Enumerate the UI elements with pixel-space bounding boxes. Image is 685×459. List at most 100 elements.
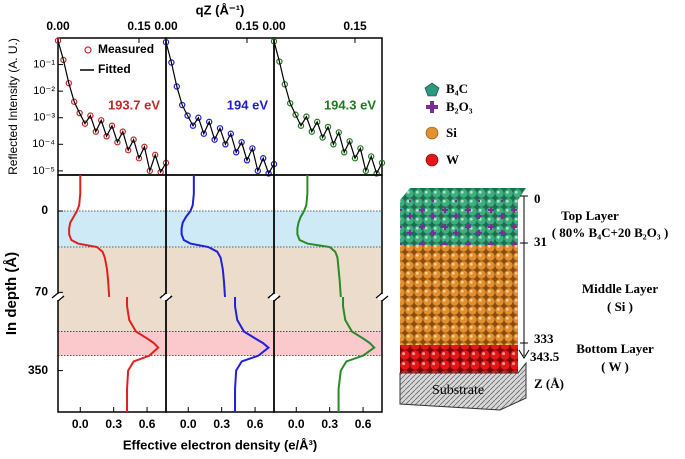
depth-tick-label: 31 [534,234,547,249]
b4c-icon [424,82,440,97]
x-tick-label: 0.0 [72,417,89,431]
legend-label: B₂O₃ [446,99,473,114]
measured-point [357,145,364,152]
y-axis-label: Reflected Intensity (A. U.) [6,38,20,175]
measured-point [232,149,240,156]
measured-point [303,113,310,120]
x-tick-label: 0.15 [127,19,151,33]
energy-label: 193.7 eV [108,97,160,112]
measured-point [81,120,89,127]
layer-name: Bottom Layer [576,341,654,356]
layer-desc: ( 80% B₄C+20 B₂O₃ ) [552,225,669,240]
measured-point [54,37,62,44]
y-tick-label: 10⁻³ [33,112,55,124]
legend-label: Fitted [98,62,131,76]
si-icon [425,126,439,140]
x-tick-label: 0.00 [46,19,70,33]
legend-label: Measured [98,42,154,56]
depth-arrow [518,349,530,359]
depth-axis-label: Z (Å) [534,376,564,391]
y-tick-label: 350 [28,363,48,377]
measured-point [200,130,207,137]
layer-name: Middle Layer [582,281,658,296]
x-tick-label: 0.0 [288,417,305,431]
w-icon [425,153,439,167]
measured-point [211,136,218,143]
measured-point [362,167,369,175]
measured-point [124,147,132,154]
measured-point [308,128,315,135]
x-tick-label: 0.3 [321,417,338,431]
measured-point [260,155,267,162]
x-tick-label: 0.6 [139,417,156,431]
measured-point [97,117,105,124]
density-profile [296,175,376,412]
x-tick-label: 0.6 [247,417,264,431]
energy-label: 194.3 eV [324,97,376,112]
fitted-line [165,41,275,175]
layer-band [58,331,382,356]
energy-label: 194 eV [227,97,269,112]
measured-point [368,153,375,160]
x-tick-label: 0.0 [180,417,197,431]
axis-break [159,292,173,302]
fitted-line [57,40,167,174]
measured-point [330,141,337,148]
middle-layer [400,245,518,345]
x-axis-label: qZ (Å⁻¹) [196,2,245,17]
measured-point [195,114,202,121]
layer-desc: ( Si ) [607,299,633,314]
x-tick-label: 0.6 [355,417,372,431]
measured-point [135,155,143,162]
axis-break [51,292,65,302]
measured-point [178,101,186,109]
depth-tick-label: 0 [534,191,541,206]
x-tick-label: 0.15 [343,19,367,33]
density-profile [68,175,160,412]
measured-point [297,122,305,129]
measured-point [378,159,386,167]
measured-point [119,128,127,135]
layer-band [58,247,382,332]
measured-point [76,109,83,117]
y-tick-label: 10⁻² [33,85,55,97]
measured-point [238,139,245,146]
measured-point [351,155,359,162]
legend-label: W [446,152,459,167]
depth-tick-label: 343.5 [530,349,560,364]
measured-point [189,122,197,129]
x-axis-label: Effective electron density (e/Å³) [123,437,317,452]
axis-break-gap [54,294,62,300]
substrate [399,361,527,411]
measured-point [162,38,170,46]
axis-break-gap [270,294,278,300]
measured-point [270,38,278,45]
measured-point [227,130,234,137]
measured-point [222,141,229,148]
measured-point [216,125,224,132]
measured-point [287,100,294,107]
axis-break-gap [162,294,170,300]
measured-point [70,98,78,105]
x-tick-label: 0.00 [154,19,178,33]
measured-point [335,129,342,136]
measured-point [108,122,116,129]
measured-point [184,112,191,119]
y-tick-label: 70 [35,285,49,299]
y-tick-label: 10⁻⁵ [32,165,55,177]
measured-point [346,138,353,145]
density-profile [180,175,271,412]
substrate-label: Substrate [432,383,484,398]
x-tick-label: 0.3 [105,417,122,431]
x-tick-label: 0.15 [235,19,259,33]
top-face [400,188,526,200]
measured-point [341,149,348,156]
legend-label: B₄C [446,81,468,96]
layer-name: Top Layer [561,208,619,223]
layer-desc: ( W ) [601,359,629,374]
x-tick-label: 0.00 [262,19,286,33]
layer-diagram: B₄C B₂O₃ Si W Substrate 0 31 333 343.5 Z… [399,81,669,411]
measured-point [130,136,137,143]
y-tick-label: 10⁻¹ [33,58,55,70]
